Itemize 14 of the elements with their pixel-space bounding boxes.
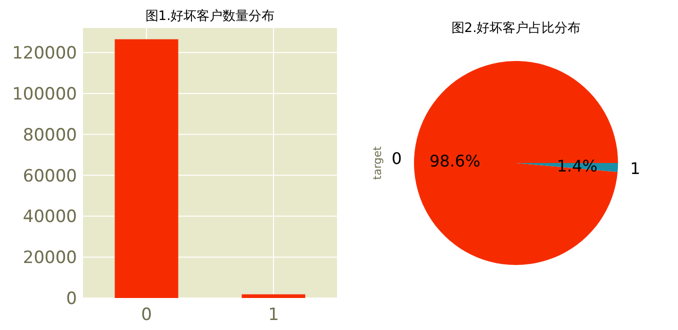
chart-title: 图1.好坏客户数量分布 xyxy=(145,8,275,24)
y-tick-label: 0 xyxy=(66,289,77,309)
slice-label: 0 xyxy=(392,148,402,168)
y-tick-label: 40000 xyxy=(22,207,77,228)
y-tick-label: 100000 xyxy=(12,84,77,104)
y-tick-label: 80000 xyxy=(22,125,77,146)
text: target xyxy=(371,146,384,180)
chart-title: 图2.好坏客户占比分布 xyxy=(451,20,581,36)
slice-label: 1 xyxy=(630,159,640,178)
y-tick-label: 20000 xyxy=(22,248,77,268)
pie-slice xyxy=(414,61,618,265)
y-tick-label: 60000 xyxy=(22,166,77,186)
data-label: 98.6% xyxy=(429,151,480,170)
y-tick-label: 120000 xyxy=(12,44,77,64)
